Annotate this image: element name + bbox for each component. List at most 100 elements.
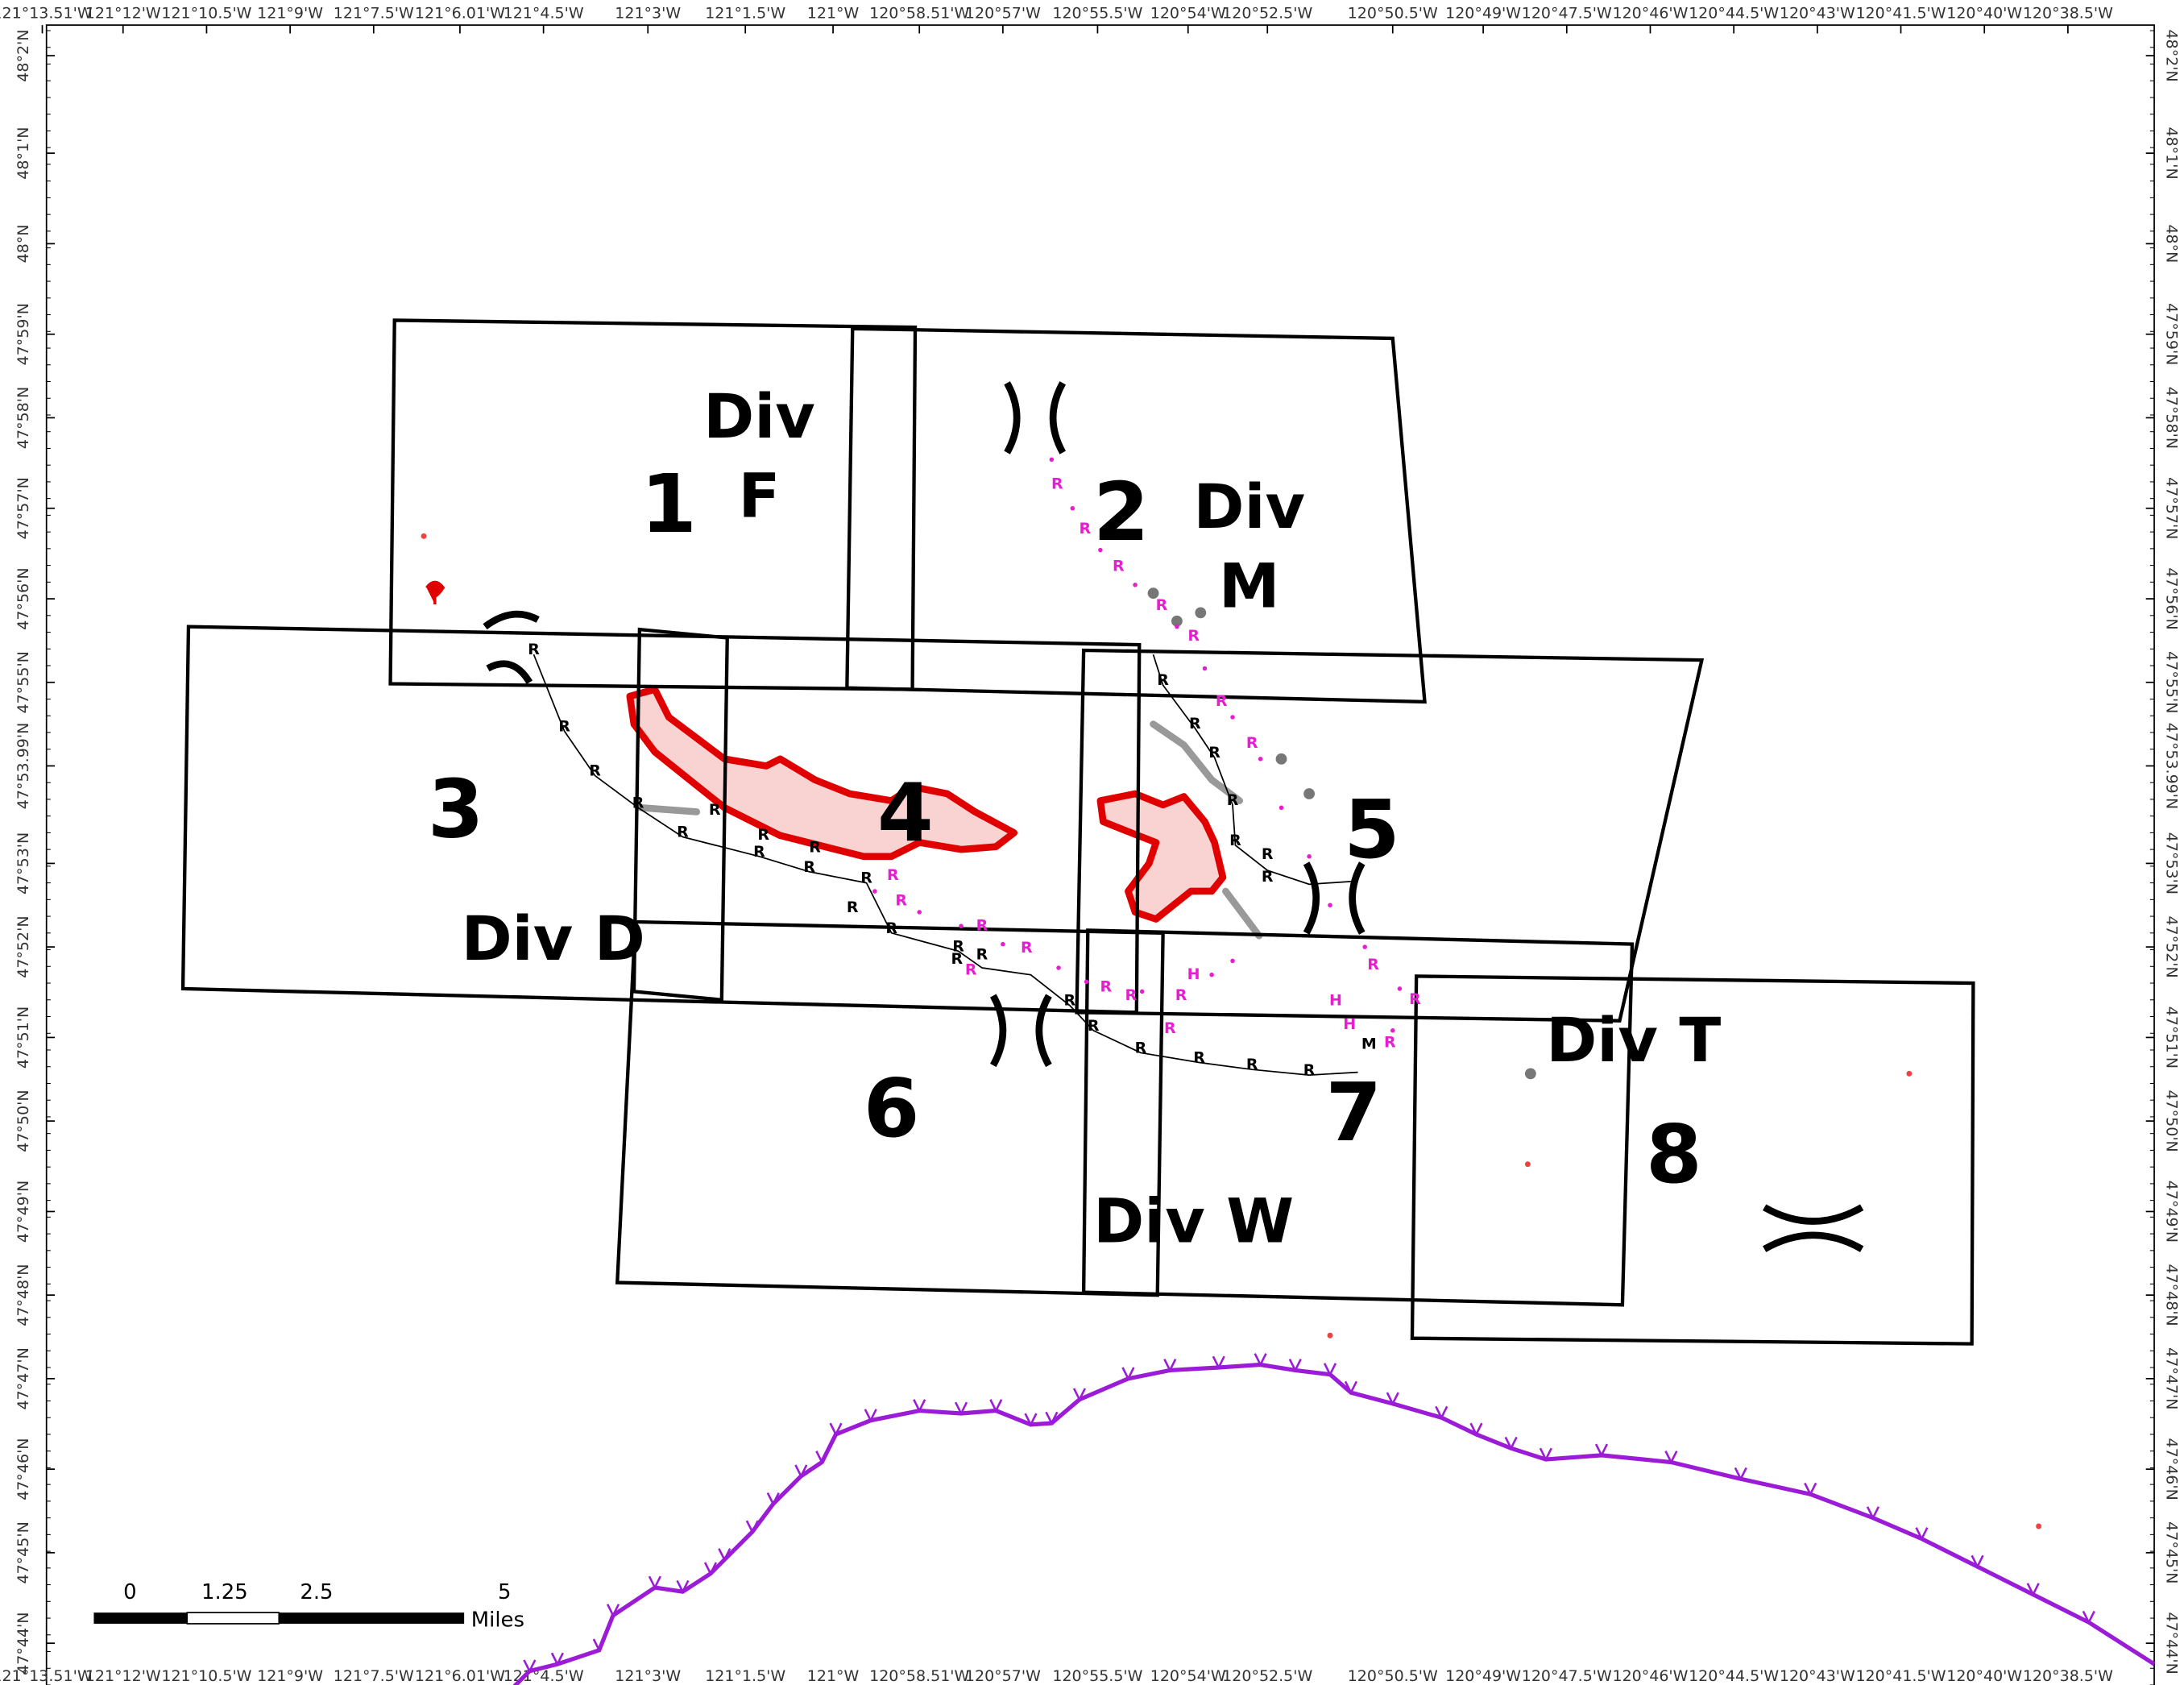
- longitude-label-bottom: 121°13.51'W: [0, 1667, 93, 1685]
- boundary-tick: [864, 1409, 877, 1423]
- latitude-label-left: 47°57'N: [15, 477, 32, 539]
- route-marker: R: [1021, 939, 1033, 957]
- boundary-tick: [648, 1575, 661, 1590]
- boundary-tick: [1344, 1380, 1357, 1395]
- boundary-tick: [718, 1548, 731, 1563]
- boundary-tick: [1915, 1527, 1929, 1542]
- longitude-label-top: 120°57'W: [965, 4, 1041, 22]
- scale-segment: [93, 1612, 188, 1624]
- longitude-label-top: 120°46'W: [1612, 4, 1688, 22]
- spot-point: [1327, 1332, 1333, 1338]
- road-marker: R: [976, 946, 988, 964]
- boundary-tick: [1254, 1353, 1267, 1368]
- boundary-tick: [2026, 1583, 2040, 1597]
- road-marker: R: [757, 826, 769, 844]
- map-label: Div: [703, 380, 815, 452]
- spot-fire: [425, 580, 446, 604]
- spot-point: [421, 533, 427, 539]
- road-marker: M: [1361, 1035, 1377, 1052]
- longitude-label-top: 120°55.5'W: [1052, 4, 1142, 22]
- map-label: 8: [1646, 1107, 1702, 1201]
- route-marker: R: [1080, 520, 1092, 537]
- route-dot: [1175, 624, 1179, 629]
- route-marker: R: [887, 866, 899, 884]
- latitude-label-right: 48°2'N: [2163, 30, 2181, 82]
- longitude-label-top: 121°3'W: [615, 4, 681, 22]
- road-marker: R: [1193, 1049, 1205, 1067]
- boundary-tick: [989, 1399, 1003, 1413]
- division-box: [1081, 928, 1635, 1307]
- boundary-tick: [1804, 1482, 1817, 1497]
- scale-segment: [186, 1612, 280, 1625]
- latitude-label-right: 48°N: [2163, 224, 2181, 263]
- road-marker: R: [847, 899, 859, 916]
- longitude-label-top: 121°6.01'W: [415, 4, 505, 22]
- scale-label: 5: [498, 1580, 511, 1604]
- latitude-label-left: 47°45'N: [15, 1521, 32, 1583]
- scale-label: 0: [123, 1580, 136, 1604]
- map-label: Div T: [1546, 1004, 1721, 1076]
- division-box: [632, 627, 729, 1002]
- longitude-label-top: 120°44.5'W: [1689, 4, 1779, 22]
- longitude-label-bottom: 120°55.5'W: [1052, 1667, 1142, 1685]
- road-marker: R: [1135, 1039, 1147, 1056]
- map-label: Div: [1193, 471, 1305, 542]
- latitude-label-left: 47°56'N: [15, 567, 32, 629]
- latitude-label-right: 47°47'N: [2163, 1347, 2181, 1409]
- latitude-label-left: 47°44'N: [15, 1612, 32, 1675]
- latitude-label-left: 47°48'N: [15, 1264, 32, 1326]
- route-dot: [959, 923, 964, 928]
- latitude-label-left: 47°50'N: [15, 1089, 32, 1152]
- route-marker: R: [1216, 692, 1228, 710]
- road-marker: R: [1303, 1061, 1316, 1079]
- latitude-label-right: 47°58'N: [2163, 387, 2181, 449]
- longitude-label-bottom: 121°W: [807, 1667, 860, 1685]
- boundary-tick: [1045, 1411, 1059, 1426]
- boundary-tick: [1734, 1467, 1747, 1482]
- spot-point: [1524, 1161, 1531, 1168]
- scale-label: 1.25: [201, 1580, 248, 1604]
- longitude-label-bottom: 120°38.5'W: [2023, 1667, 2113, 1685]
- route-dot: [1084, 979, 1089, 985]
- boundary-tick: [815, 1451, 829, 1465]
- latitude-label-right: 47°51'N: [2163, 1006, 2181, 1069]
- longitude-label-bottom: 121°1.5'W: [705, 1667, 785, 1685]
- longitude-label-bottom: 120°47.5'W: [1522, 1667, 1612, 1685]
- road-marker: R: [1246, 1056, 1258, 1073]
- gray-feature: [1150, 720, 1243, 804]
- route-dot: [1049, 457, 1055, 463]
- longitude-label-top: 121°13.51'W: [0, 4, 93, 22]
- road-marker: R: [1208, 744, 1220, 762]
- latitude-label-left: 47°52'N: [15, 915, 32, 977]
- gray-feature: [1222, 887, 1263, 940]
- boundary-tick: [1539, 1447, 1552, 1462]
- road: [533, 654, 1358, 1076]
- route-marker: R: [1175, 986, 1187, 1004]
- latitude-label-right: 47°50'N: [2163, 1089, 2181, 1152]
- longitude-label-top: 121°9'W: [257, 4, 323, 22]
- map-label: 5: [1344, 782, 1400, 877]
- longitude-label-top: 121°W: [807, 4, 860, 22]
- latitude-label-left: 47°49'N: [15, 1181, 32, 1243]
- boundary-tick: [954, 1401, 968, 1416]
- route-marker: R: [1100, 977, 1112, 995]
- boundary-tick: [606, 1604, 620, 1618]
- longitude-label-top: 121°4.5'W: [504, 4, 584, 22]
- road-marker: R: [803, 858, 815, 876]
- route-marker: R: [895, 891, 907, 909]
- road-marker: R: [952, 937, 964, 955]
- latitude-label-right: 47°56'N: [2163, 567, 2181, 629]
- road-marker: R: [558, 717, 570, 735]
- latitude-label-left: 47°53'N: [15, 832, 32, 894]
- boundary-tick: [1072, 1388, 1087, 1402]
- longitude-label-bottom: 121°6.01'W: [415, 1667, 505, 1685]
- latitude-label-right: 47°49'N: [2163, 1181, 2181, 1243]
- longitude-label-bottom: 121°3'W: [615, 1667, 681, 1685]
- map-label: 3: [428, 762, 484, 856]
- route-marker: R: [965, 961, 977, 979]
- break-symbol: [483, 610, 540, 685]
- route-marker: R: [976, 916, 988, 934]
- latitude-label-left: 47°58'N: [15, 387, 32, 449]
- map-label: 2: [1093, 465, 1150, 559]
- boundary-tick: [1664, 1451, 1678, 1465]
